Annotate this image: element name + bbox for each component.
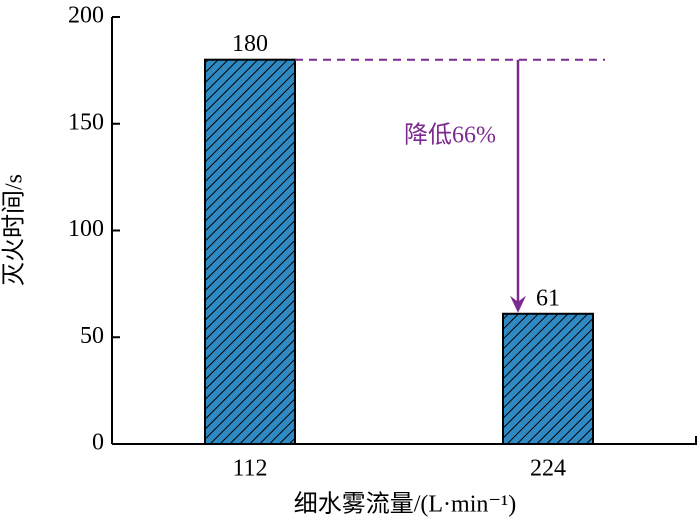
y-tick-label: 200 (68, 3, 104, 29)
y-tick-label: 50 (80, 323, 104, 349)
value-label: 180 (232, 31, 268, 57)
bar (204, 58, 296, 445)
y-tick-label: 150 (68, 109, 104, 135)
y-tick-label: 100 (68, 216, 104, 242)
x-axis-title: 细水雾流量/(L·min⁻¹) (294, 491, 517, 518)
x-tick-label: 112 (232, 456, 267, 482)
y-axis-title: 灭火时间/s (1, 174, 28, 286)
x-tick-label: 224 (530, 456, 566, 482)
bar (502, 312, 594, 446)
annotation: 降低66% (404, 122, 496, 149)
value-label: 61 (536, 285, 560, 311)
arrow-head (510, 295, 526, 313)
y-tick-label: 0 (92, 430, 104, 456)
